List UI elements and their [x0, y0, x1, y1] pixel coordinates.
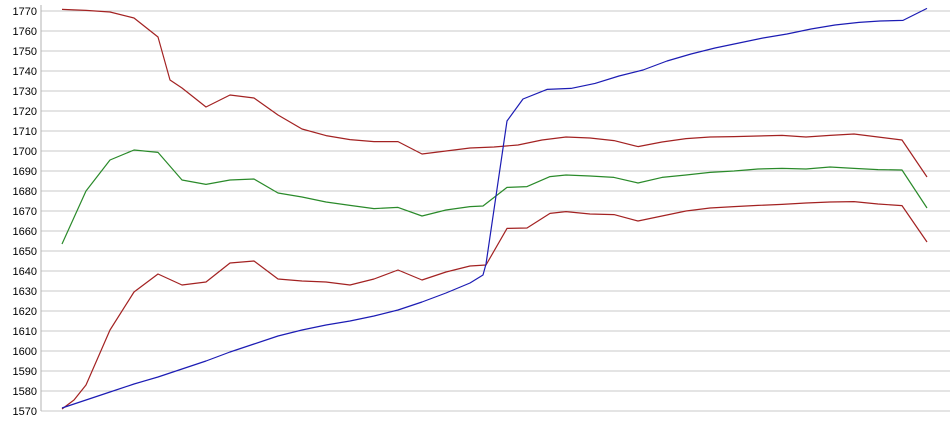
y-axis-label: 1730 — [13, 86, 37, 98]
y-axis-label: 1630 — [13, 286, 37, 298]
y-axis-label: 1710 — [13, 126, 37, 138]
y-axis-label: 1750 — [13, 46, 37, 58]
y-axis-label: 1590 — [13, 366, 37, 378]
y-axis-label: 1740 — [13, 66, 37, 78]
horizontal-gridlines — [41, 10, 950, 412]
series-blue-rising-line — [61, 7, 928, 409]
series-green-middle-line — [61, 149, 928, 245]
y-axis-label: 1620 — [13, 306, 37, 318]
y-axis-label: 1570 — [13, 406, 37, 418]
chart-series — [61, 7, 928, 410]
y-axis-label: 1660 — [13, 226, 37, 238]
y-axis-labels: 1770 1760 1750 1740 1730 1720 1710 1700 1690 1680… — [13, 6, 37, 418]
y-axis-label: 1690 — [13, 166, 37, 178]
y-axis-label: 1760 — [13, 26, 37, 38]
series-lower-red-band — [61, 201, 928, 410]
y-axis-label: 1670 — [13, 206, 37, 218]
y-axis-label: 1640 — [13, 266, 37, 278]
y-axis-label: 1580 — [13, 386, 37, 398]
y-axis-label: 1770 — [13, 6, 37, 18]
y-axis-label: 1610 — [13, 326, 37, 338]
y-axis-label: 1680 — [13, 186, 37, 198]
y-axis-label: 1700 — [13, 146, 37, 158]
y-axis-label: 1650 — [13, 246, 37, 258]
y-axis-label: 1720 — [13, 106, 37, 118]
series-upper-red-band — [61, 8, 928, 178]
y-axis-label: 1600 — [13, 346, 37, 358]
